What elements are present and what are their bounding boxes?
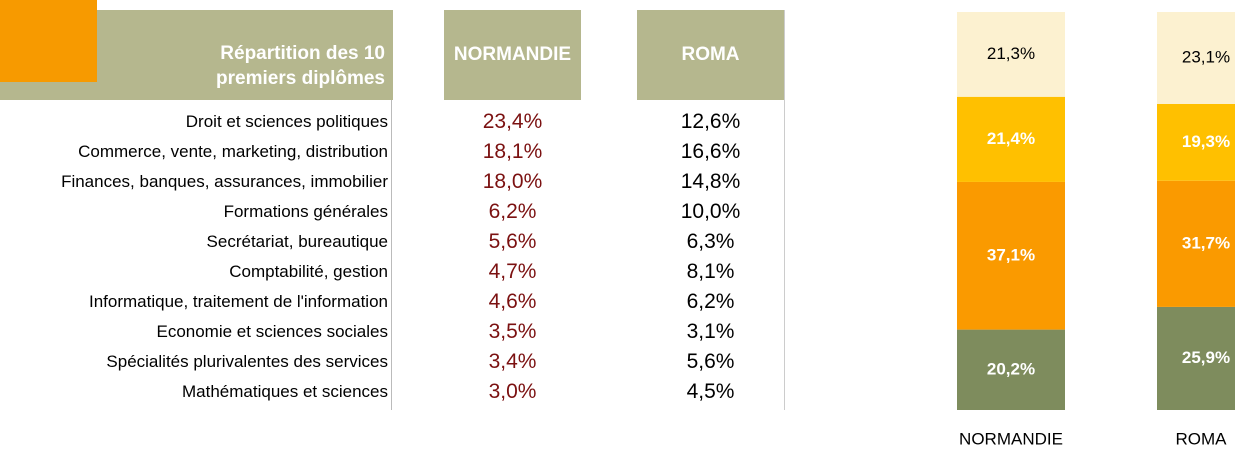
roma-value: 12,6% [680,110,741,133]
header-text: ROMA [681,44,740,65]
x-tick-label: ROMA [1176,429,1228,448]
roma-value: 5,6% [686,350,735,373]
row-label: Spécialités plurivalentes des services [106,352,388,371]
data-label: 21,4% [987,129,1035,148]
roma-value: 3,1% [686,320,735,343]
data-label: 25,9% [1182,348,1230,367]
normandie-value: 18,1% [482,140,543,163]
row-label: Formations générales [223,202,388,221]
x-tick-label: NORMANDIE [959,429,1063,448]
row-label: Droit et sciences politiques [185,112,388,131]
normandie-value: 6,2% [488,200,537,223]
normandie-value: 18,0% [482,170,543,193]
data-label: 21,3% [987,44,1035,63]
row-label: Comptabilité, gestion [229,262,388,281]
row-label: Economie et sciences sociales [156,322,388,341]
bar-segment [1157,180,1235,307]
header-cell: ROMA [637,10,784,100]
divider [391,100,392,410]
roma-value: 10,0% [680,200,741,223]
header-text: NORMANDIE [453,44,572,65]
bar-segment [957,181,1065,330]
header-text: Répartition des 10 premiers diplômes [216,43,385,89]
data-label: 20,2% [987,359,1035,378]
normandie-value: 4,7% [488,260,537,283]
data-label: 31,7% [1182,233,1230,252]
roma-value: 16,6% [680,140,741,163]
row-label: Secrétariat, bureautique [206,232,388,251]
bar-segment [1157,103,1235,181]
roma-value: 4,5% [686,380,735,403]
roma-value: 6,3% [686,230,735,253]
row-label: Finances, banques, assurances, immobilie… [61,172,388,191]
bar-segment [957,12,1065,97]
bar-segment [957,329,1065,410]
header-cell: Répartition des 10 premiers diplômes [0,0,393,100]
data-label: 19,3% [1182,132,1230,151]
row-label: Informatique, traitement de l'informatio… [88,292,388,311]
normandie-value: 4,6% [488,290,537,313]
normandie-value: 23,4% [482,110,543,133]
header-cell: NORMANDIE [444,10,581,100]
normandie-value: 3,4% [488,350,537,373]
roma-value: 8,1% [686,260,735,283]
bar-segment [1157,12,1235,104]
corner-block [0,0,97,82]
bar-segment [1157,306,1235,410]
bar-segment [957,96,1065,182]
data-label: 37,1% [987,245,1035,264]
normandie-value: 5,6% [488,230,537,253]
normandie-value: 3,0% [488,380,537,403]
data-label: 23,1% [1182,47,1230,66]
row-label: Mathématiques et sciences [182,382,388,401]
row-label: Commerce, vente, marketing, distribution [78,142,388,161]
roma-value: 14,8% [680,170,741,193]
normandie-value: 3,5% [488,320,537,343]
divider [784,10,785,410]
roma-value: 6,2% [686,290,735,313]
